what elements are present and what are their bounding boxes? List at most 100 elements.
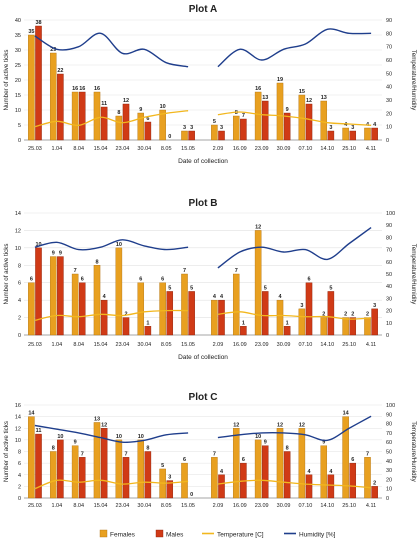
y-tick-label: 0 [18, 138, 21, 144]
y2-tick-label: 70 [386, 431, 392, 437]
bar-males [218, 130, 225, 141]
bar-females [342, 127, 349, 141]
bar-females-data-label: 10 [160, 104, 166, 110]
bar-males-data-label: 6 [351, 457, 354, 463]
bar-males-data-label: 5 [329, 285, 332, 291]
bar-females [211, 457, 218, 499]
y-tick-label: 2 [18, 316, 21, 322]
temperature-line [34, 479, 189, 490]
bar-males-data-label: 10 [35, 242, 41, 248]
bar-females-data-label: 2 [344, 312, 347, 318]
bar-females [71, 445, 79, 499]
bar-females-data-label: 10 [116, 434, 122, 440]
bar-females [93, 265, 101, 336]
bar-males [305, 474, 313, 499]
bar-males-data-label: 6 [81, 277, 84, 283]
y2-tick-label: 70 [386, 45, 392, 51]
y2-tick-label: 80 [386, 422, 392, 428]
bar-males-data-label: 4 [103, 294, 107, 300]
y-tick-label: 14 [15, 211, 21, 217]
bar-females [28, 416, 35, 499]
bar-females [49, 52, 57, 141]
y2-tick-label: 30 [386, 468, 392, 474]
bar-males [35, 247, 42, 336]
bar-males-data-label: 8 [146, 446, 149, 452]
bar-females [28, 34, 35, 141]
bar-males-data-label: 3 [168, 475, 171, 481]
bar-females-data-label: 7 [74, 268, 77, 274]
bar-females-data-label: 5 [161, 463, 164, 469]
x-tick-label: 30.04 [137, 503, 151, 509]
bar-females-data-label: 4 [344, 122, 348, 128]
bar-females-data-label: 2 [366, 312, 369, 318]
bar-males [144, 451, 152, 499]
bar-males-data-label: 8 [286, 446, 289, 452]
bar-females [49, 451, 57, 499]
y-tick-label: 12 [15, 426, 21, 432]
x-tick-label: 1.04 [51, 146, 62, 152]
bar-females [342, 317, 349, 336]
x-tick-label: 2.09 [213, 503, 224, 509]
y-tick-label: 30 [15, 48, 21, 54]
y2-tick-label: 0 [386, 496, 389, 502]
bar-males [283, 112, 291, 141]
bar-females [364, 317, 371, 336]
x-tick-label: 4.11 [366, 342, 376, 348]
bar-males [122, 317, 130, 336]
bar-males-data-label: 3 [329, 125, 332, 131]
bar-males [35, 25, 42, 141]
bar-males-data-label: 38 [35, 20, 41, 26]
bar-males [240, 118, 247, 141]
bar-females [320, 317, 328, 336]
temperature-line [217, 311, 372, 320]
bar-males [78, 457, 86, 499]
bar-males-data-label: 5 [264, 285, 267, 291]
bar-males [78, 91, 86, 141]
y-tick-label: 20 [15, 78, 21, 84]
bar-males-data-label: 13 [262, 95, 268, 101]
x-tick-label: 30.09 [277, 342, 291, 348]
bar-females-data-label: 2 [322, 312, 325, 318]
y-axis-label: Number of active ticks [3, 244, 10, 305]
y-axis-label: Number of active ticks [3, 50, 10, 111]
x-tick-label: 30.09 [277, 146, 291, 152]
bar-males [188, 130, 195, 141]
bar-females-data-label: 3 [183, 125, 186, 131]
x-tick-label: 07.10 [299, 146, 313, 152]
bar-males-data-label: 2 [351, 312, 354, 318]
bar-males [349, 462, 357, 499]
bar-males [283, 451, 291, 499]
chart-panel-3: Plot C0246810121416010203040506070809010… [3, 392, 417, 509]
y-tick-label: 2 [18, 484, 21, 490]
temperature-line [217, 111, 372, 126]
temperature-line [34, 110, 189, 128]
bar-males-data-label: 5 [168, 285, 171, 291]
bar-males-data-label: 0 [190, 492, 193, 498]
y2-tick-label: 40 [386, 459, 392, 465]
x-tick-label: 25.10 [342, 503, 356, 509]
bar-females-data-label: 9 [52, 251, 55, 257]
bar-females [115, 247, 123, 336]
y-tick-label: 10 [15, 246, 21, 252]
bar-males [261, 445, 269, 499]
bar-females-data-label: 13 [94, 416, 100, 422]
bar-males-data-label: 3 [190, 125, 193, 131]
x-tick-label: 15.05 [181, 503, 195, 509]
bar-males [349, 130, 357, 141]
bar-females-data-label: 4 [213, 294, 217, 300]
bar-females [181, 462, 188, 499]
bar-females-data-label: 8 [117, 110, 120, 116]
bar-males-data-label: 3 [373, 303, 376, 309]
bar-females-data-label: 8 [235, 110, 238, 116]
humidity-line [217, 28, 372, 68]
humidity-line [217, 415, 372, 442]
bar-males-data-label: 10 [57, 434, 63, 440]
x-tick-label: 07.10 [299, 342, 313, 348]
y-tick-label: 15 [15, 93, 21, 99]
y2-tick-label: 50 [386, 71, 392, 77]
bar-females-data-label: 10 [138, 434, 144, 440]
bar-males-data-label: 3 [220, 125, 223, 131]
x-tick-label: 8.05 [161, 342, 172, 348]
bar-females-data-label: 12 [277, 422, 283, 428]
y-tick-label: 14 [15, 415, 21, 421]
